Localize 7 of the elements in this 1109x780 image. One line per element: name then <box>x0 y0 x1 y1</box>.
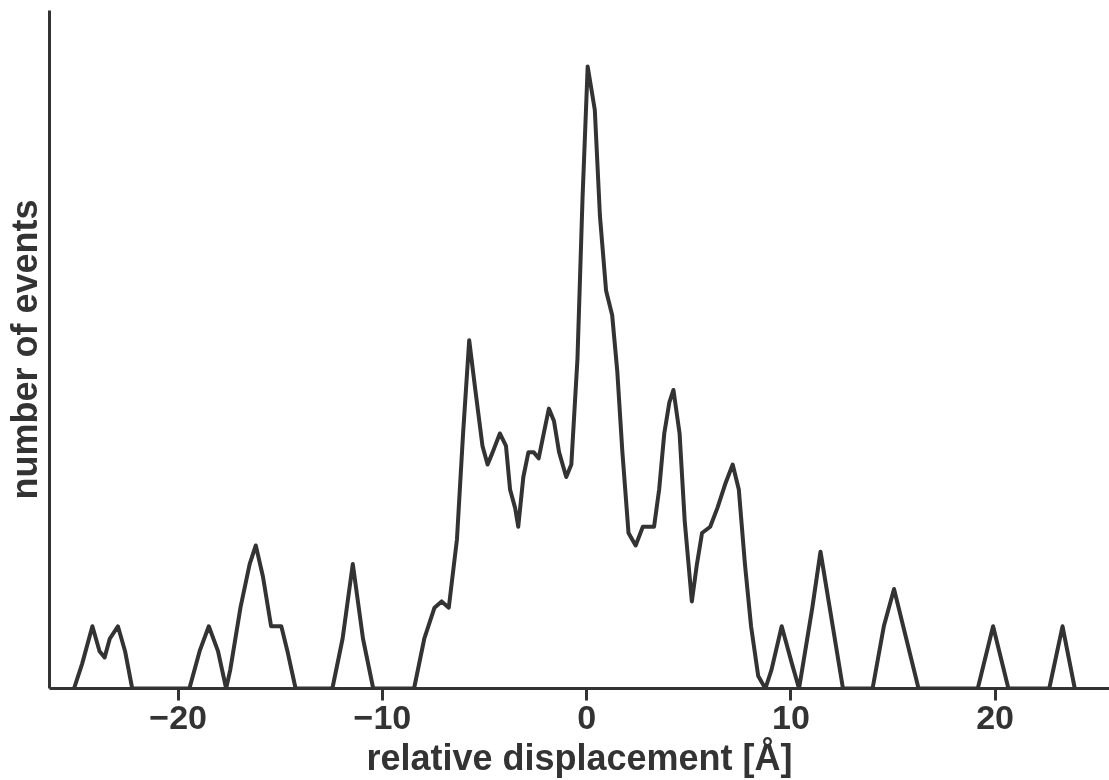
x-tick-label: −10 <box>353 697 412 736</box>
x-tick-label: 20 <box>976 697 1015 736</box>
x-tick-label: 0 <box>577 697 597 736</box>
y-axis-title: number of events <box>3 199 45 500</box>
x-tick-label: −20 <box>149 697 208 736</box>
x-tick-label: 10 <box>771 697 810 736</box>
x-axis-title: relative displacement [Å] <box>366 736 793 778</box>
